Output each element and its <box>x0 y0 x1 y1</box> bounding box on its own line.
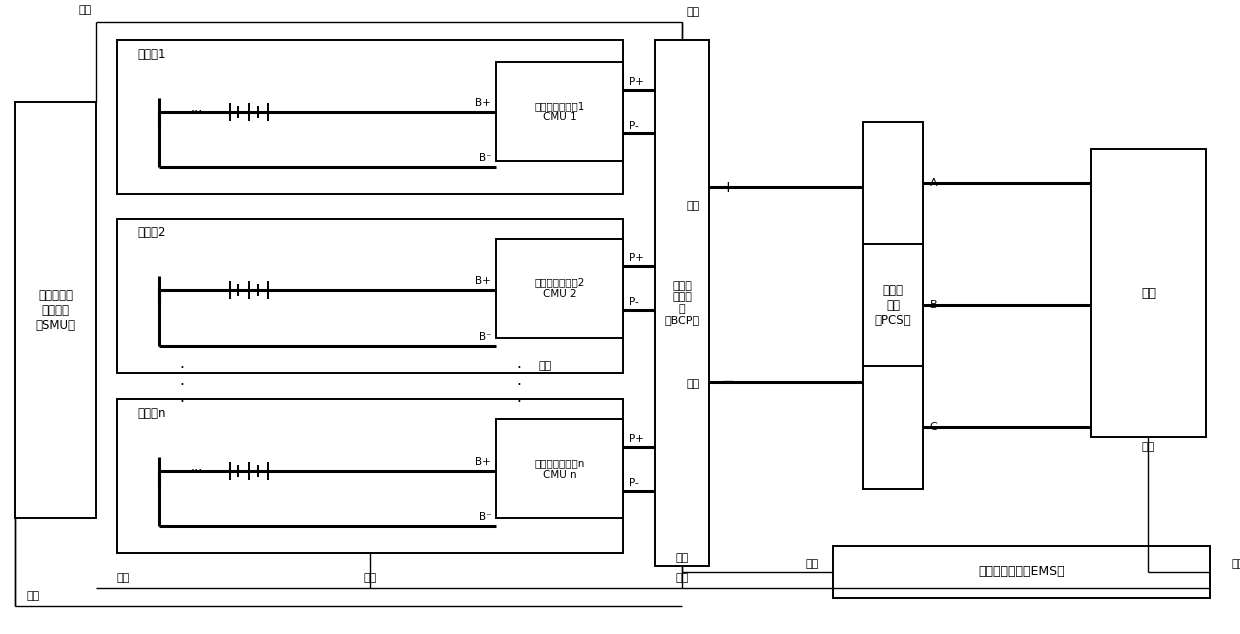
Text: ···: ··· <box>190 283 202 297</box>
Bar <box>117 219 622 373</box>
Text: B⁻: B⁻ <box>479 332 491 342</box>
Bar <box>15 101 97 519</box>
Text: C: C <box>930 422 937 432</box>
Text: 能量管理系统（EMS）: 能量管理系统（EMS） <box>978 566 1065 578</box>
Text: 通讯: 通讯 <box>687 380 699 389</box>
Text: ·
·
·: · · · <box>179 361 184 410</box>
Text: 系统级电池
管理单元
（SMU）: 系统级电池 管理单元 （SMU） <box>36 288 76 332</box>
Text: 通讯: 通讯 <box>117 573 129 583</box>
Text: P-: P- <box>629 477 639 488</box>
Text: 电池簇1: 电池簇1 <box>138 48 166 61</box>
Text: P-: P- <box>629 120 639 131</box>
Text: 通讯: 通讯 <box>675 573 688 583</box>
Text: B+: B+ <box>475 457 491 467</box>
Text: P+: P+ <box>629 434 644 444</box>
Text: B⁻: B⁻ <box>479 512 491 522</box>
Text: 通讯: 通讯 <box>1231 559 1240 569</box>
Text: 电池簇管理单元1
CMU 1: 电池簇管理单元1 CMU 1 <box>534 101 585 122</box>
Bar <box>496 419 622 519</box>
Bar <box>833 547 1210 598</box>
Text: ···: ··· <box>190 464 202 477</box>
Text: 通讯: 通讯 <box>78 6 92 15</box>
Bar <box>117 399 622 553</box>
Text: 通讯: 通讯 <box>27 591 40 601</box>
Text: 通讯: 通讯 <box>1141 442 1154 452</box>
Text: ·
·
·: · · · <box>517 361 521 410</box>
Text: 电池簇管理单元n
CMU n: 电池簇管理单元n CMU n <box>534 458 585 479</box>
Bar <box>496 238 622 338</box>
Text: B: B <box>930 300 937 310</box>
Text: B⁻: B⁻ <box>479 153 491 163</box>
Text: 通讯: 通讯 <box>675 553 688 563</box>
Text: 通讯: 通讯 <box>363 573 377 583</box>
Text: +: + <box>722 180 734 195</box>
Text: 电网: 电网 <box>1141 287 1156 300</box>
Text: 电池簇
保护单
元
（BCP）: 电池簇 保护单 元 （BCP） <box>665 281 699 325</box>
Text: P+: P+ <box>629 77 644 87</box>
Text: P+: P+ <box>629 254 644 264</box>
Bar <box>117 40 622 194</box>
Text: ···: ··· <box>190 105 202 118</box>
Text: 电池簇管理单元2
CMU 2: 电池簇管理单元2 CMU 2 <box>534 278 585 299</box>
Text: 电池簇2: 电池簇2 <box>138 226 166 239</box>
Text: B+: B+ <box>475 276 491 287</box>
Bar <box>655 40 709 566</box>
Text: P-: P- <box>629 297 639 307</box>
Text: −: − <box>722 375 734 389</box>
Text: 通讯: 通讯 <box>687 8 699 17</box>
Text: 储能逆
变器
（PCS）: 储能逆 变器 （PCS） <box>874 283 911 327</box>
Text: 通讯: 通讯 <box>687 201 699 211</box>
Text: 电池簇n: 电池簇n <box>138 407 166 420</box>
Text: 通讯: 通讯 <box>538 361 552 371</box>
Bar <box>863 122 923 489</box>
Text: 通讯: 通讯 <box>805 559 818 569</box>
Text: B+: B+ <box>475 98 491 108</box>
Bar <box>1091 150 1205 437</box>
Text: A: A <box>930 178 937 188</box>
Bar <box>496 62 622 161</box>
